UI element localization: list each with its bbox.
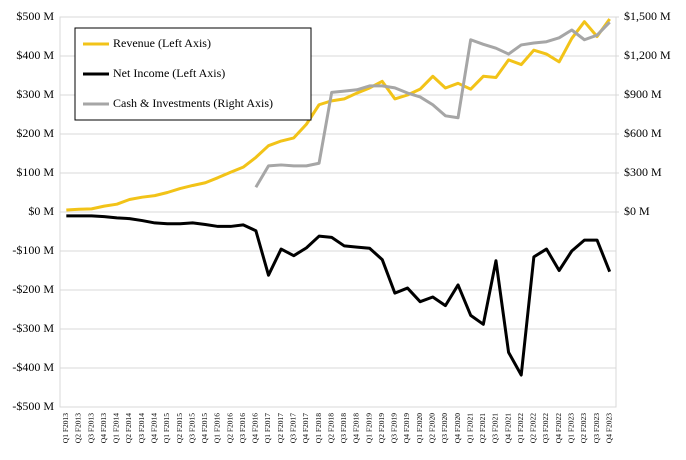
x-tick-label: Q2 F2013: [74, 413, 83, 443]
y2-tick-label: $1,200 M: [624, 48, 671, 62]
x-tick-label: Q1 F2020: [415, 413, 424, 443]
x-tick-label: Q3 F2019: [390, 413, 399, 443]
plot-border: [59, 16, 617, 408]
y-tick-label: $300 M: [16, 87, 54, 101]
x-tick-label: Q2 F2015: [175, 413, 184, 443]
y-tick-label: -$500 M: [12, 399, 54, 413]
x-tick-label: Q2 F2019: [377, 413, 386, 443]
x-tick-label: Q1 F2014: [112, 413, 121, 443]
x-tick-label: Q3 F2022: [541, 413, 550, 443]
y2-tick-label: $900 M: [624, 87, 662, 101]
x-tick-label: Q3 F2014: [137, 413, 146, 443]
y2-tick-label: $0 M: [624, 204, 650, 218]
y-tick-label: -$200 M: [12, 282, 54, 296]
legend-label: Revenue (Left Axis): [113, 36, 211, 50]
y-tick-label: $100 M: [16, 165, 54, 179]
y-tick-label: -$400 M: [12, 360, 54, 374]
x-tick-label: Q3 F2016: [238, 413, 247, 443]
y2-tick-label: $300 M: [624, 165, 662, 179]
x-tick-label: Q2 F2016: [225, 413, 234, 443]
x-tick-label: Q2 F2014: [124, 413, 133, 443]
y2-tick-label: $1,500 M: [624, 9, 671, 23]
x-tick-label: Q4 F2014: [149, 413, 158, 443]
x-tick-label: Q4 F2013: [99, 413, 108, 443]
y-tick-label: $200 M: [16, 126, 54, 140]
x-tick-label: Q2 F2018: [326, 413, 335, 443]
x-tick-label: Q2 F2023: [579, 413, 588, 443]
legend-label: Net Income (Left Axis): [113, 66, 225, 80]
x-tick-label: Q4 F2019: [402, 413, 411, 443]
x-tick-label: Q1 F2023: [566, 413, 575, 443]
x-tick-label: Q1 F2019: [364, 413, 373, 443]
x-tick-label: Q2 F2020: [427, 413, 436, 443]
x-tick-label: Q4 F2018: [352, 413, 361, 443]
x-tick-label: Q3 F2018: [339, 413, 348, 443]
x-tick-label: Q2 F2017: [276, 413, 285, 443]
y-tick-label: $0 M: [28, 204, 54, 218]
legend-box: [74, 27, 312, 121]
x-tick-label: Q2 F2021: [478, 413, 487, 443]
series-line: [254, 21, 611, 189]
x-tick-label: Q3 F2015: [187, 413, 196, 443]
y2-tick-label: $600 M: [624, 126, 662, 140]
x-tick-label: Q4 F2015: [200, 413, 209, 443]
x-tick-label: Q1 F2016: [213, 413, 222, 443]
x-tick-label: Q4 F2017: [301, 413, 310, 443]
x-tick-label: Q1 F2022: [516, 413, 525, 443]
x-tick-label: Q3 F2021: [491, 413, 500, 443]
x-tick-label: Q3 F2023: [592, 413, 601, 443]
x-tick-label: Q4 F2022: [554, 413, 563, 443]
x-tick-label: Q4 F2021: [503, 413, 512, 443]
x-tick-label: Q3 F2020: [440, 413, 449, 443]
x-tick-label: Q3 F2017: [288, 413, 297, 443]
series-line: [66, 214, 612, 377]
x-tick-label: Q1 F2015: [162, 413, 171, 443]
x-tick-label: Q1 F2017: [263, 413, 272, 443]
y-tick-label: $500 M: [16, 9, 54, 23]
x-tick-label: Q2 F2022: [529, 413, 538, 443]
y-tick-label: -$100 M: [12, 243, 54, 257]
x-tick-label: Q3 F2013: [86, 413, 95, 443]
y-tick-label: -$300 M: [12, 321, 54, 335]
x-tick-label: Q4 F2016: [251, 413, 260, 443]
x-tick-label: Q4 F2023: [604, 413, 613, 443]
x-tick-label: Q1 F2013: [61, 413, 70, 443]
x-tick-label: Q1 F2021: [465, 413, 474, 443]
legend-label: Cash & Investments (Right Axis): [113, 96, 273, 110]
y-tick-label: $400 M: [16, 48, 54, 62]
x-tick-label: Q4 F2020: [453, 413, 462, 443]
series-line: [66, 18, 611, 212]
x-tick-label: Q1 F2018: [314, 413, 323, 443]
